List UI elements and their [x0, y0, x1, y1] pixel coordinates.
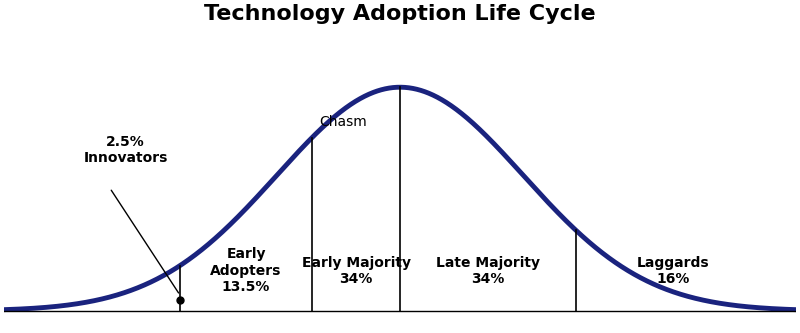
- Text: 2.5%
Innovators: 2.5% Innovators: [83, 135, 168, 165]
- Text: Early
Adopters
13.5%: Early Adopters 13.5%: [210, 247, 282, 294]
- Text: Chasm: Chasm: [319, 115, 367, 129]
- Title: Technology Adoption Life Cycle: Technology Adoption Life Cycle: [204, 4, 596, 24]
- Text: Laggards
16%: Laggards 16%: [636, 255, 709, 286]
- Text: Early Majority
34%: Early Majority 34%: [302, 255, 410, 286]
- Text: Late Majority
34%: Late Majority 34%: [436, 255, 540, 286]
